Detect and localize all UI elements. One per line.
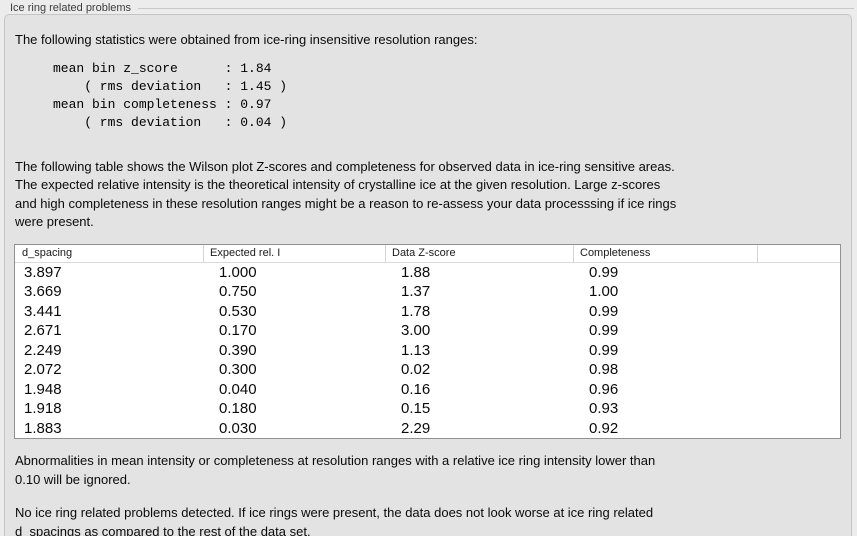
table-cell: 0.92 xyxy=(589,419,619,437)
table-row[interactable]: 3.441 0.530 1.78 0.99 xyxy=(15,302,840,322)
column-header-expected-rel-i[interactable]: Expected rel. I xyxy=(203,244,385,262)
ice-ring-table: d_spacing Expected rel. I Data Z-score Comp… xyxy=(14,243,841,439)
table-cell: 0.180 xyxy=(219,400,257,417)
ignore-note-text: Abnormalities in mean intensity or compl… xyxy=(15,453,656,487)
table-cell: 0.93 xyxy=(589,400,619,417)
table-cell: 0.02 xyxy=(401,361,431,378)
table-cell: 0.99 xyxy=(589,302,619,320)
table-cell: 1.918 xyxy=(24,400,62,417)
table-cell xyxy=(757,282,840,302)
table-cell: 1.37 xyxy=(401,283,431,300)
table-cell: 3.441 xyxy=(24,302,62,320)
groupbox-title: Ice ring related problems xyxy=(10,2,132,14)
table-cell xyxy=(757,380,840,400)
groupbox-header: Ice ring related problems xyxy=(0,0,857,16)
table-cell: 2.29 xyxy=(401,419,431,437)
table-cell xyxy=(757,263,840,283)
table-cell: 1.78 xyxy=(401,302,431,320)
groupbox-rule-line xyxy=(138,8,854,9)
table-cell: 3.669 xyxy=(24,283,62,300)
table-row[interactable]: 1.948 0.040 0.16 0.96 xyxy=(15,380,840,400)
conclusion-text: No ice ring related problems detected. I… xyxy=(15,505,654,536)
table-cell: 1.000 xyxy=(219,263,257,281)
table-cell xyxy=(757,399,840,419)
table-cell: 0.040 xyxy=(219,380,257,398)
column-header-completeness[interactable]: Completeness xyxy=(573,244,757,262)
table-cell: 0.99 xyxy=(589,322,619,339)
table-cell: 0.99 xyxy=(589,263,619,281)
ice-ring-content-panel: The following statistics were obtained f… xyxy=(4,14,852,536)
table-cell: 0.98 xyxy=(589,361,619,378)
table-cell: 0.99 xyxy=(589,341,619,359)
table-cell: 0.15 xyxy=(401,400,431,417)
table-cell: 0.16 xyxy=(401,380,431,398)
table-row[interactable]: 2.072 0.300 0.02 0.98 xyxy=(15,360,840,380)
table-cell: 1.00 xyxy=(589,283,619,300)
table-cell: 0.96 xyxy=(589,380,619,398)
table-cell xyxy=(757,419,840,439)
table-row[interactable]: 3.897 1.000 1.88 0.99 xyxy=(15,263,840,283)
stats-block: mean bin z_score : 1.84 ( rms deviation … xyxy=(53,60,288,130)
table-row[interactable]: 1.918 0.180 0.15 0.93 xyxy=(15,399,840,419)
table-row[interactable]: 2.671 0.170 3.00 0.99 xyxy=(15,321,840,341)
intro-text: The following statistics were obtained f… xyxy=(15,32,478,47)
table-cell: 1.13 xyxy=(401,341,431,359)
column-header-d-spacing[interactable]: d_spacing xyxy=(22,246,73,259)
table-cell xyxy=(757,321,840,341)
table-cell: 1.948 xyxy=(24,380,62,398)
table-cell: 0.390 xyxy=(219,341,257,359)
table-cell: 2.249 xyxy=(24,341,62,359)
table-cell: 0.030 xyxy=(219,419,257,437)
column-header-data-z-score[interactable]: Data Z-score xyxy=(385,244,573,262)
table-header-row: d_spacing Expected rel. I Data Z-score Comp… xyxy=(15,244,840,263)
table-cell xyxy=(757,341,840,361)
table-body: 3.897 1.000 1.88 0.99 3.669 0.750 1.37 1.00 3.44… xyxy=(15,263,840,439)
table-cell: 3.897 xyxy=(24,263,62,281)
table-description-text: The following table shows the Wilson plo… xyxy=(15,158,677,230)
table-row[interactable]: 1.883 0.030 2.29 0.92 xyxy=(15,419,840,439)
table-cell: 1.883 xyxy=(24,419,62,437)
table-cell xyxy=(757,302,840,322)
table-row[interactable]: 2.249 0.390 1.13 0.99 xyxy=(15,341,840,361)
table-cell: 0.530 xyxy=(219,302,257,320)
table-cell: 2.671 xyxy=(24,322,62,339)
table-cell xyxy=(757,360,840,380)
table-cell: 3.00 xyxy=(401,322,431,339)
table-row[interactable]: 3.669 0.750 1.37 1.00 xyxy=(15,282,840,302)
table-cell: 2.072 xyxy=(24,361,62,378)
table-cell: 0.300 xyxy=(219,361,257,378)
table-cell: 0.750 xyxy=(219,283,257,300)
table-cell: 1.88 xyxy=(401,263,431,281)
column-header-empty[interactable] xyxy=(757,244,840,262)
table-cell: 0.170 xyxy=(219,322,257,339)
